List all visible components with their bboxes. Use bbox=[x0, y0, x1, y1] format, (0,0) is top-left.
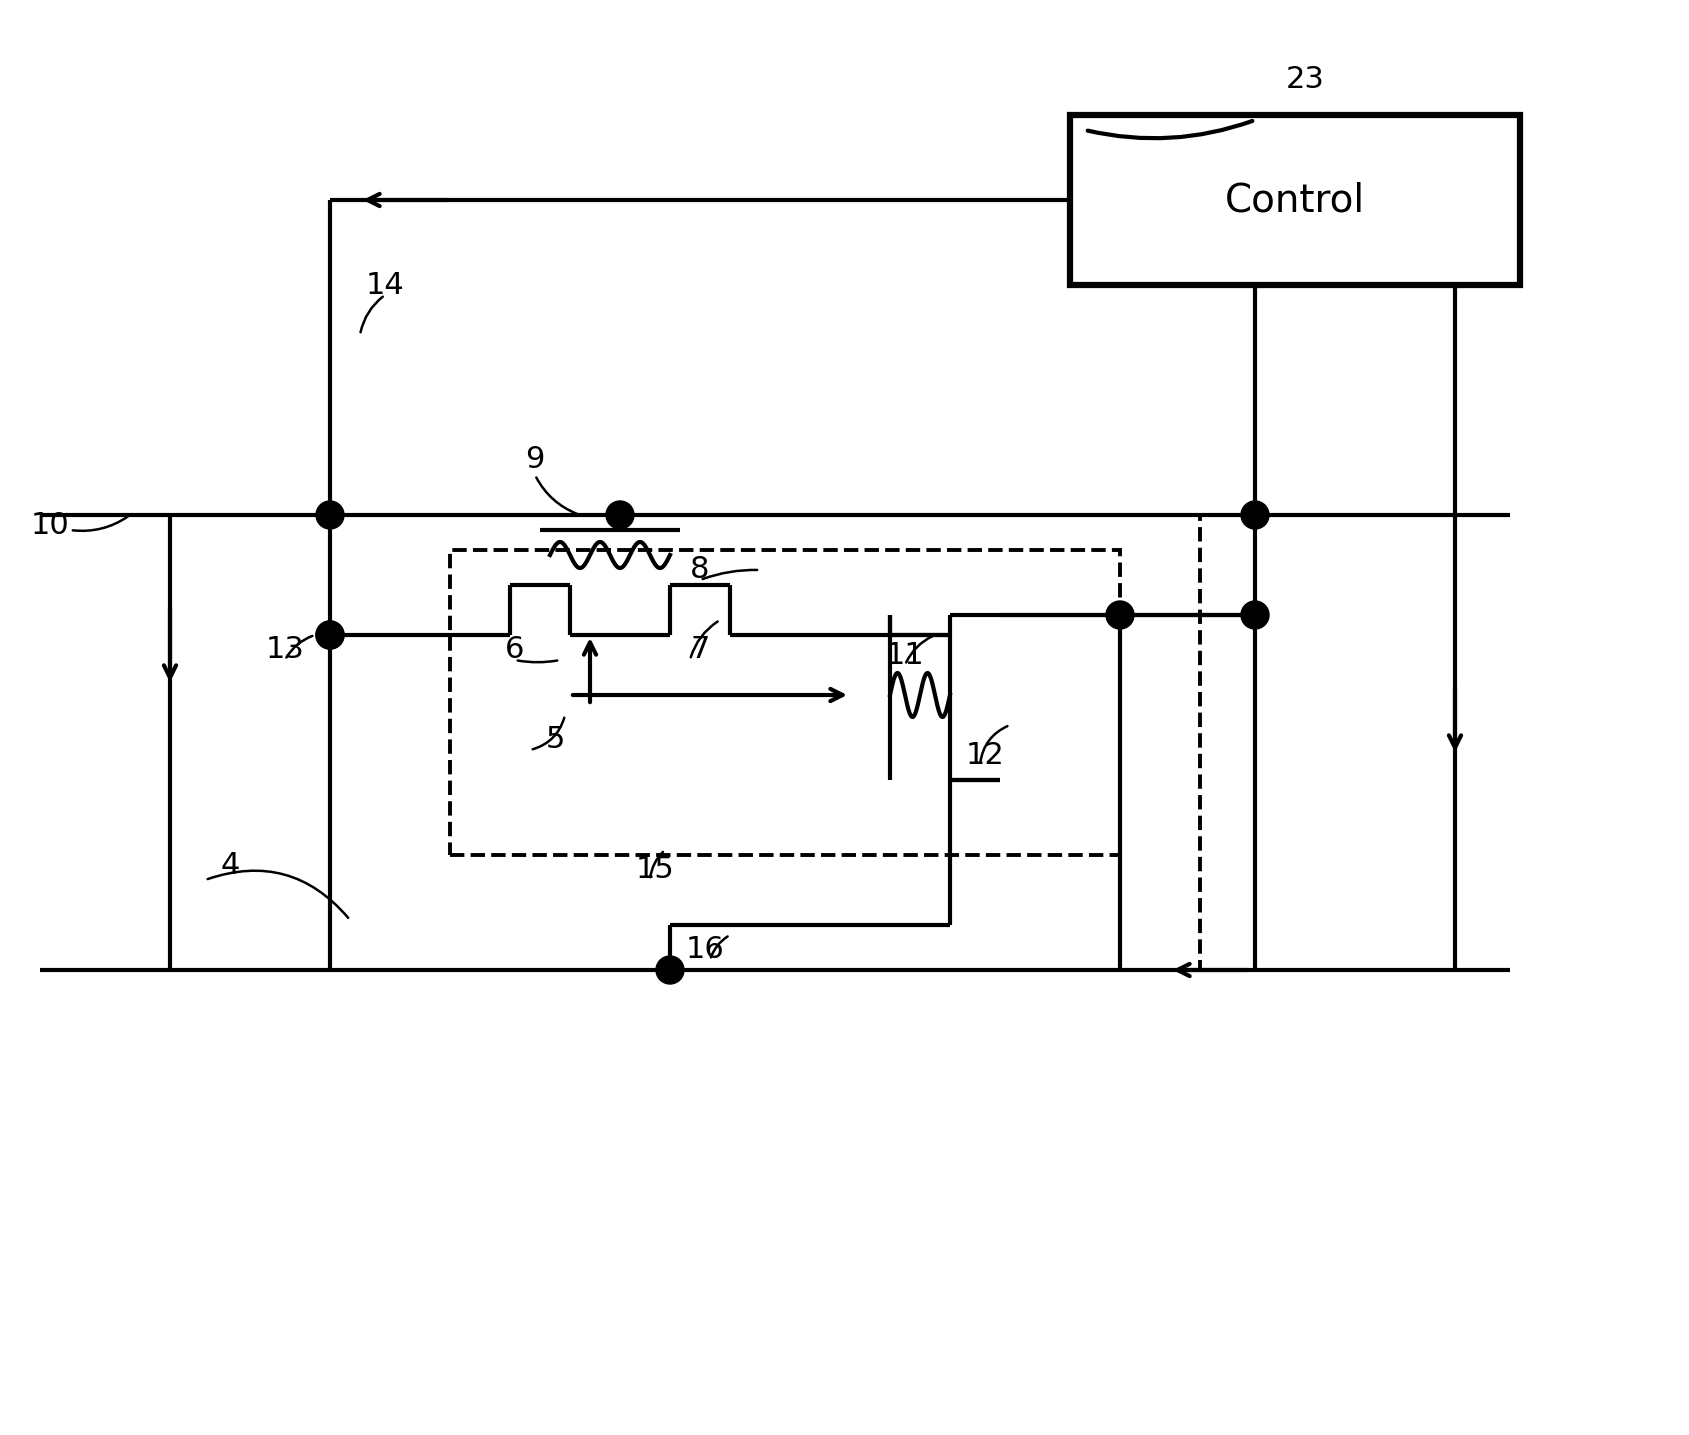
Circle shape bbox=[606, 501, 633, 530]
Circle shape bbox=[316, 621, 345, 649]
Circle shape bbox=[1106, 601, 1133, 629]
Text: 6: 6 bbox=[505, 636, 525, 664]
Bar bbox=[449, 550, 1120, 855]
Circle shape bbox=[1241, 601, 1268, 629]
Text: 23: 23 bbox=[1285, 66, 1324, 95]
Text: 4: 4 bbox=[220, 851, 240, 880]
Circle shape bbox=[316, 621, 345, 649]
Circle shape bbox=[316, 501, 345, 530]
Circle shape bbox=[655, 956, 684, 984]
Text: 5: 5 bbox=[546, 726, 564, 755]
Text: 7: 7 bbox=[691, 636, 709, 664]
Text: 9: 9 bbox=[525, 445, 544, 475]
Text: 11: 11 bbox=[885, 640, 924, 670]
Text: 16: 16 bbox=[686, 936, 725, 964]
Text: 14: 14 bbox=[365, 271, 404, 300]
Bar bbox=[1071, 115, 1520, 286]
Text: 12: 12 bbox=[966, 740, 1005, 769]
Bar bbox=[329, 515, 1199, 970]
Text: 8: 8 bbox=[691, 555, 709, 584]
Text: 15: 15 bbox=[635, 855, 674, 884]
Text: 13: 13 bbox=[265, 636, 304, 664]
Text: Control: Control bbox=[1225, 181, 1365, 220]
Text: 10: 10 bbox=[30, 511, 69, 540]
Circle shape bbox=[1241, 501, 1268, 530]
